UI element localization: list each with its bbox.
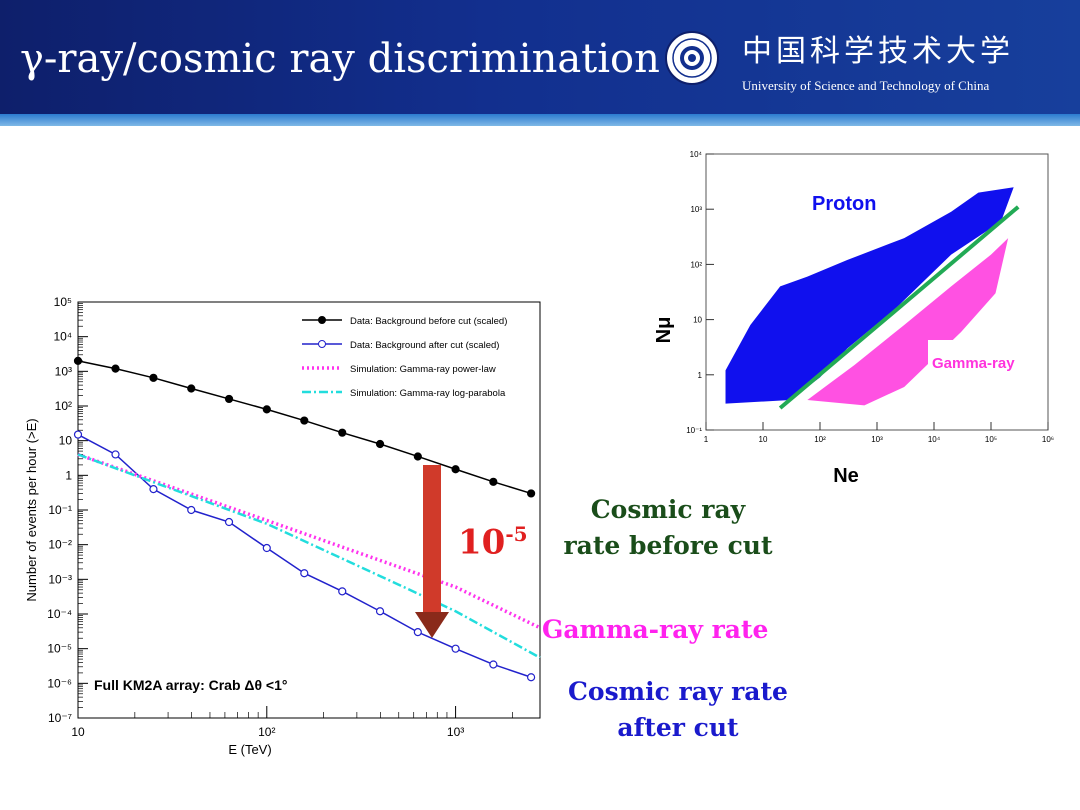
plot-frame xyxy=(77,301,541,719)
suppression-arrow-shaft xyxy=(423,465,441,615)
y-tick-label: 10⁻⁷ xyxy=(48,711,72,725)
x-tick-label: 1 xyxy=(704,435,709,444)
university-name-en: University of Science and Technology of … xyxy=(742,78,990,93)
suppression-factor-label: 10-5 xyxy=(458,522,528,562)
proton-label: Proton xyxy=(812,193,876,215)
y-axis-label: Number of events per hour (>E) xyxy=(24,418,39,601)
y-tick-label: 10 xyxy=(693,316,702,325)
gamma-label-box xyxy=(928,340,1046,380)
gamma-population xyxy=(807,238,1009,406)
y-tick-label: 10⁻⁶ xyxy=(47,676,72,690)
data-point xyxy=(527,489,536,498)
data-point xyxy=(527,673,536,682)
data-point xyxy=(262,405,271,414)
x-tick-label: 10² xyxy=(814,435,826,444)
x-tick-label: 10⁴ xyxy=(928,435,941,444)
suppression-arrow-head xyxy=(415,612,449,638)
data-point xyxy=(300,416,309,425)
legend-label: Simulation: Gamma-ray power-law xyxy=(350,364,496,375)
x-tick-label: 10³ xyxy=(871,435,883,444)
data-point xyxy=(451,644,460,653)
slide-header: γ-ray/cosmic ray discrimination 中国科学技术大学… xyxy=(0,0,1080,126)
y-tick-label: 1 xyxy=(65,468,72,482)
y-tick-label: 10⁴ xyxy=(690,150,703,159)
data-point xyxy=(300,569,309,578)
series-line xyxy=(77,452,541,630)
y-tick-label: 10 xyxy=(59,434,73,448)
x-tick-label: 10⁶ xyxy=(1042,435,1054,444)
legend-marker xyxy=(318,340,326,348)
x-tick-label: 10² xyxy=(258,725,275,739)
x-tick-label: 10 xyxy=(71,725,85,739)
y-tick-label: 10⁻⁴ xyxy=(47,607,72,621)
data-point xyxy=(262,543,271,553)
x-axis-label: E (TeV) xyxy=(228,742,271,757)
y-tick-label: 10² xyxy=(690,260,702,269)
gamma-label: Gamma-ray xyxy=(932,355,1015,372)
x-tick-label: 10 xyxy=(759,435,768,444)
legend-label: Data: Background after cut (scaled) xyxy=(350,340,499,351)
data-point xyxy=(489,660,498,669)
header-stripe xyxy=(0,114,1080,126)
y-tick-label: 10⁴ xyxy=(53,330,72,344)
slide-title: γ-ray/cosmic ray discrimination xyxy=(20,36,660,82)
legend-marker xyxy=(318,316,326,324)
y-tick-label: 10³ xyxy=(690,205,702,214)
y-tick-label: 10⁻¹ xyxy=(686,426,702,435)
data-point xyxy=(73,356,83,365)
data-point xyxy=(375,607,385,616)
separation-cut-line xyxy=(778,205,1020,410)
cosmic-before-label: Cosmic ray rate before cut xyxy=(548,492,788,564)
data-point xyxy=(224,394,234,404)
y-tick-label: 10⁻³ xyxy=(48,572,72,586)
university-name-cn: 中国科学技术大学 xyxy=(742,34,1014,69)
data-point xyxy=(338,428,347,437)
data-point xyxy=(149,485,158,494)
x-tick-label: 10³ xyxy=(447,725,464,739)
data-point xyxy=(489,477,498,486)
data-point xyxy=(149,373,158,382)
proton-label-box xyxy=(806,186,918,216)
university-seal-icon xyxy=(665,31,719,85)
gamma-rate-label: Gamma-ray rate xyxy=(542,615,769,644)
data-point xyxy=(187,505,196,515)
x-axis-label: Ne xyxy=(833,465,859,487)
event-rate-chart: 10⁻⁷ 10⁻⁶ 10⁻⁵ 10⁻⁴ 10⁻³ 10⁻² 10⁻¹ 1 10 10² 10³ 10⁴… xyxy=(24,295,541,757)
suppression-exponent: -5 xyxy=(505,522,528,546)
cosmic-after-label: Cosmic ray rate after cut xyxy=(548,674,808,746)
data-point xyxy=(413,628,422,637)
y-tick-label: 10⁵ xyxy=(54,295,72,309)
series-line xyxy=(77,453,541,659)
x-tick-label: 10⁵ xyxy=(985,435,997,444)
data-point xyxy=(187,384,196,393)
y-tick-label: 10⁻⁵ xyxy=(47,642,72,656)
legend-label: Simulation: Gamma-ray log-parabola xyxy=(350,388,506,399)
y-tick-label: 10⁻¹ xyxy=(48,503,72,517)
chart-annotation: Full KM2A array: Crab Δθ <1° xyxy=(94,677,287,693)
cosmic-after-line2: after cut xyxy=(617,713,739,742)
cosmic-before-line1: Cosmic ray xyxy=(590,495,746,524)
data-point xyxy=(451,465,460,474)
suppression-base: 10 xyxy=(458,522,506,563)
data-point xyxy=(413,452,422,461)
data-point xyxy=(338,587,347,596)
proton-population xyxy=(725,187,1014,404)
legend-label: Data: Background before cut (scaled) xyxy=(350,316,507,327)
data-point xyxy=(111,364,120,373)
data-point xyxy=(73,430,83,439)
y-tick-label: 10³ xyxy=(55,364,72,378)
y-tick-label: 10⁻² xyxy=(48,538,72,552)
data-point xyxy=(111,450,120,459)
cosmic-after-line1: Cosmic ray rate xyxy=(568,677,788,706)
data-point xyxy=(375,439,385,449)
data-point xyxy=(224,517,234,527)
y-tick-label: 1 xyxy=(698,371,703,380)
cosmic-before-line2: rate before cut xyxy=(563,531,773,560)
y-axis-label: Nμ xyxy=(653,317,675,344)
y-tick-label: 10² xyxy=(55,399,72,413)
